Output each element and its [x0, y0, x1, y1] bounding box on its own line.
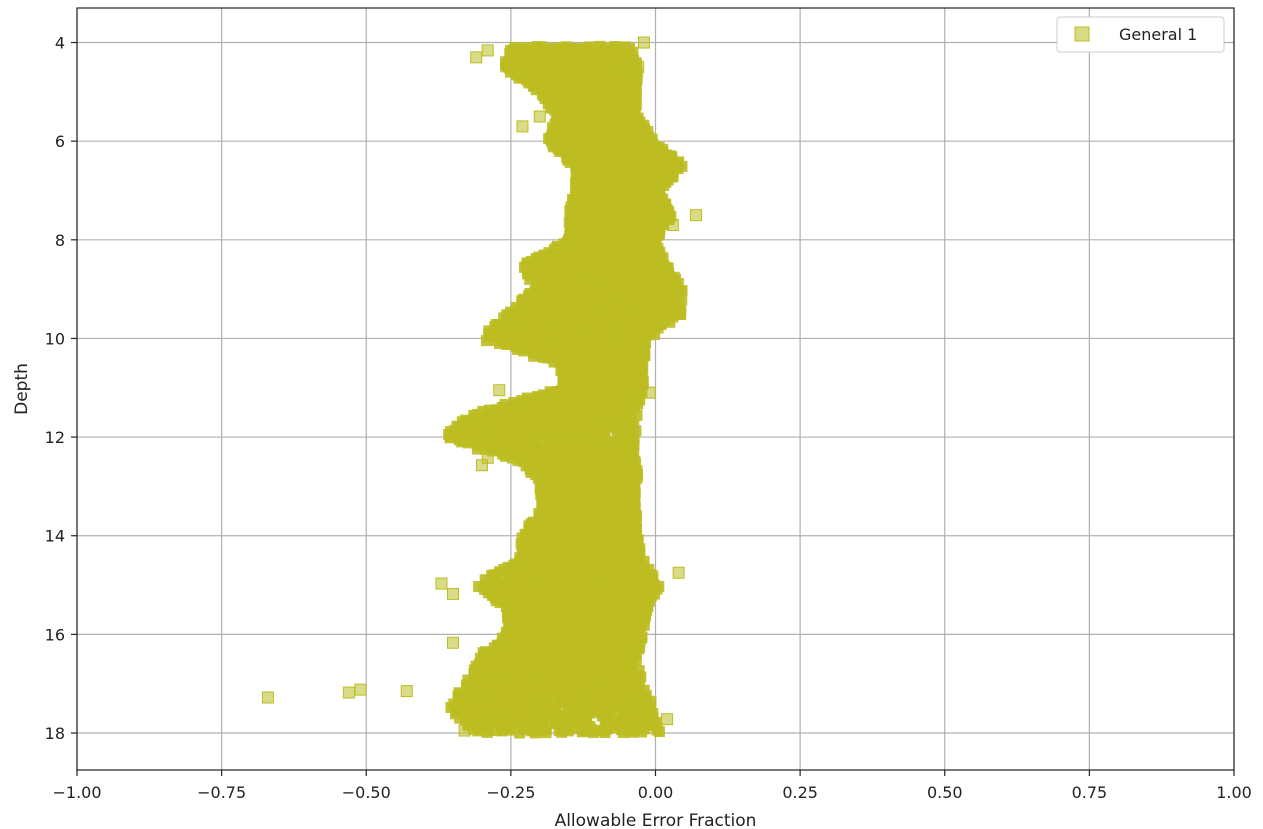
data-point [515, 410, 527, 422]
data-point [513, 72, 525, 84]
data-point [554, 145, 566, 157]
data-point [664, 316, 676, 328]
data-point [597, 306, 609, 318]
data-point [614, 282, 626, 294]
data-point [528, 350, 540, 362]
data-point [475, 426, 487, 438]
data-point [555, 304, 567, 316]
data-point [518, 345, 530, 357]
data-point [512, 455, 524, 467]
data-point [524, 273, 536, 285]
data-point [588, 433, 600, 445]
data-point [600, 582, 612, 594]
data-point [500, 338, 512, 350]
data-point [636, 569, 648, 581]
data-point [518, 307, 530, 319]
data-point [674, 309, 686, 321]
data-point [472, 443, 484, 455]
data-point [549, 309, 561, 321]
data-point [648, 282, 660, 294]
data-point [578, 585, 590, 597]
data-point [643, 329, 655, 341]
data-point [499, 450, 511, 462]
data-point [572, 308, 584, 320]
data-point [480, 443, 492, 455]
data-point [462, 437, 474, 449]
data-point [512, 343, 524, 355]
data-point [523, 429, 535, 441]
data-point [444, 432, 456, 444]
data-point [487, 445, 499, 457]
data-point [473, 581, 485, 593]
data-point [494, 597, 506, 609]
data-point [456, 436, 468, 448]
data-point [580, 321, 592, 333]
data-point [480, 335, 492, 347]
data-point [506, 452, 518, 464]
data-point [530, 575, 542, 587]
data-point [652, 322, 664, 334]
data-point [568, 289, 580, 301]
data-point [611, 430, 623, 442]
data-point [600, 298, 612, 310]
data-point [617, 417, 629, 429]
data-point [631, 409, 643, 421]
data-point [649, 328, 661, 340]
data-point [539, 593, 551, 605]
data-point [548, 356, 560, 368]
data-points [261, 36, 702, 739]
data-point [493, 337, 505, 349]
data-point [530, 84, 542, 96]
data-point [609, 587, 621, 599]
data-point [530, 556, 542, 568]
data-point [536, 585, 548, 597]
data-point [558, 594, 570, 606]
